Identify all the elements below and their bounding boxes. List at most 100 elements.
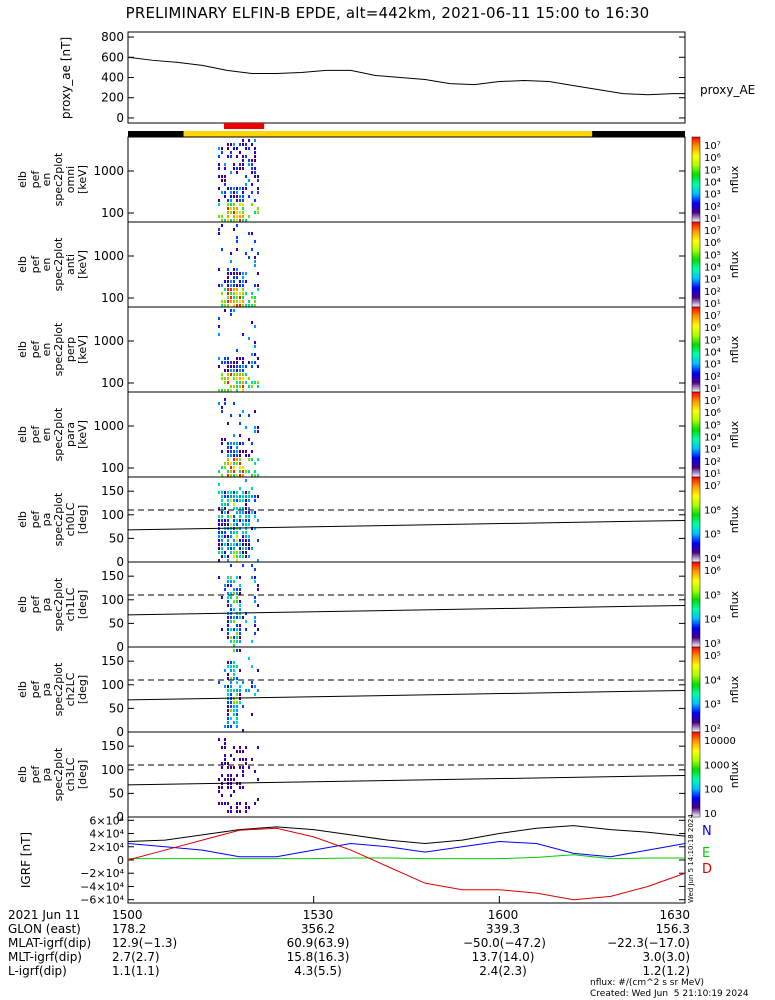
colorbar-tick-label: 10⁶ xyxy=(704,505,721,516)
ae-ylabel: proxy_ae [nT] xyxy=(59,37,73,119)
spectrogram-cell xyxy=(218,187,220,190)
spectrogram-cell xyxy=(251,547,253,550)
spectrogram-cell xyxy=(242,207,244,210)
spectrogram-cell xyxy=(233,207,235,210)
spectrogram-ylabel: ch3LC xyxy=(64,757,77,791)
spectrogram-cell xyxy=(230,365,232,368)
spectrogram-cell xyxy=(230,385,232,388)
spectrogram-cell xyxy=(251,474,253,477)
spectrogram-cell xyxy=(233,147,235,150)
spectrogram-cell xyxy=(218,778,220,781)
spectrogram-cell xyxy=(230,211,232,214)
spectrogram-cell xyxy=(257,746,259,749)
spectrogram-cell xyxy=(218,519,220,522)
igrf-ylabel: IGRF [nT] xyxy=(19,832,33,888)
spectrogram-cell xyxy=(230,300,232,303)
spectrogram-cell xyxy=(239,600,241,603)
spectrogram-cell xyxy=(233,373,235,376)
colorbar-tick-label: 10¹ xyxy=(704,299,721,310)
spectrogram-cell xyxy=(224,495,226,498)
spectrogram-cell xyxy=(221,551,223,554)
loss-cone-line xyxy=(127,774,686,786)
spectrogram-cell xyxy=(251,171,253,174)
spectrogram-cell xyxy=(242,155,244,158)
spectrogram-cell xyxy=(239,693,241,696)
spectrogram-cell xyxy=(236,215,238,218)
ephemeris-row-label: 2021 Jun 11 xyxy=(8,908,81,922)
spectrogram-cell xyxy=(236,219,238,222)
spectrogram-cell xyxy=(242,167,244,170)
spectrogram-cell xyxy=(245,762,247,765)
status-segment xyxy=(592,131,685,137)
colorbar-tick-label: 10³ xyxy=(704,700,721,711)
spectrogram-cell xyxy=(230,207,232,210)
spectrogram-cell xyxy=(236,628,238,631)
spectrogram-cell xyxy=(221,503,223,506)
spectrogram-cell xyxy=(236,539,238,542)
spectrogram-ytick-label: 100 xyxy=(101,206,124,220)
status-segment xyxy=(128,131,184,137)
spectrogram-frame xyxy=(127,391,686,478)
spectrogram-cell xyxy=(251,527,253,530)
spectrogram-cell xyxy=(254,155,256,158)
spectrogram-cell xyxy=(218,147,220,150)
spectrogram-ytick-label: 100 xyxy=(101,461,124,475)
spectrogram-cell xyxy=(218,539,220,542)
colorbar-tick-label: 10³ xyxy=(704,445,721,456)
spectrogram-cell xyxy=(233,709,235,712)
spectrogram-cell xyxy=(239,414,241,417)
spectrogram-frame xyxy=(127,476,686,563)
spectrogram-cell xyxy=(227,721,229,724)
spectrogram-cell xyxy=(227,288,229,291)
spectrogram-cell xyxy=(257,284,259,287)
spectrogram-cell xyxy=(218,317,220,320)
spectrogram-cell xyxy=(236,288,238,291)
spectrogram-cell xyxy=(239,750,241,753)
colorbar xyxy=(691,731,701,818)
spectrogram-cell xyxy=(221,248,223,251)
spectrogram-cell xyxy=(236,361,238,364)
spectrogram-cell xyxy=(230,309,232,312)
spectrogram-cell xyxy=(227,559,229,562)
spectrogram-cell xyxy=(236,211,238,214)
spectrogram-cell xyxy=(233,228,235,231)
spectrogram-cell xyxy=(224,288,226,291)
spectrogram-cell xyxy=(230,280,232,283)
spectrogram-cell xyxy=(221,794,223,797)
spectrogram-cell xyxy=(227,774,229,777)
spectrogram-cell xyxy=(227,296,229,299)
spectrogram-ytick-label: 0 xyxy=(116,555,124,569)
spectrogram-cell xyxy=(245,479,247,482)
ephemeris-value: 1630 xyxy=(659,908,690,922)
spectrogram-cell xyxy=(221,151,223,154)
spectrogram-ylabel: elb xyxy=(16,256,29,273)
spectrogram-ytick-label: 100 xyxy=(101,291,124,305)
spectrogram-cell xyxy=(242,187,244,190)
spectrogram-ylabel: [keV] xyxy=(76,335,89,364)
spectrogram-cell xyxy=(242,361,244,364)
spectrogram-cell xyxy=(248,147,250,150)
spectrogram-cell xyxy=(218,802,220,805)
spectrogram-cell xyxy=(254,802,256,805)
spectrogram-cell xyxy=(242,377,244,380)
spectrogram-cell xyxy=(218,681,220,684)
spectrogram-ylabel: en xyxy=(40,428,53,442)
spectrogram-cell xyxy=(221,746,223,749)
spectrogram-cell xyxy=(242,729,244,732)
spectrogram-cell xyxy=(239,296,241,299)
spectrogram-cell xyxy=(239,211,241,214)
spectrogram-cell xyxy=(221,547,223,550)
spectrogram-cell xyxy=(230,531,232,534)
spectrogram-cell xyxy=(242,199,244,202)
ae-ytick-label: 200 xyxy=(101,91,124,105)
spectrogram-cell xyxy=(242,750,244,753)
spectrogram-cell xyxy=(233,705,235,708)
spectrogram-cell xyxy=(242,357,244,360)
spectrogram-cell xyxy=(242,381,244,384)
spectrogram-cell xyxy=(242,195,244,198)
spectrogram-cell xyxy=(233,790,235,793)
spectrogram-cell xyxy=(233,746,235,749)
spectrogram-cell xyxy=(227,539,229,542)
colorbar-tick-label: 10⁴ xyxy=(704,615,721,626)
ae-frame xyxy=(127,31,686,124)
